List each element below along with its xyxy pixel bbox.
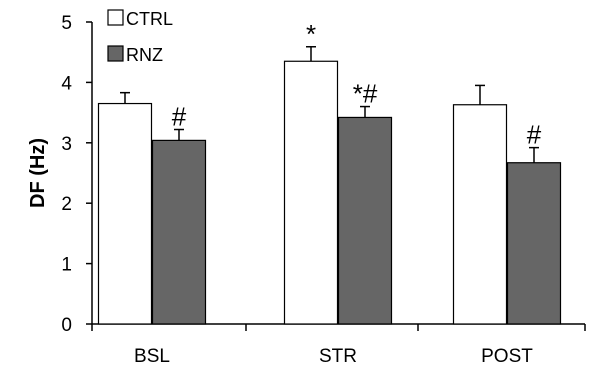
y-tick-label: 4 xyxy=(61,73,72,94)
x-tick-label: BSL xyxy=(134,346,170,367)
y-tick-label: 0 xyxy=(61,315,72,336)
bars xyxy=(97,60,562,325)
bar-rnz-bsl xyxy=(151,139,207,325)
bar-rnz-post xyxy=(506,162,562,325)
legend-swatch-ctrl xyxy=(107,9,124,26)
legend: CTRL RNZ xyxy=(107,9,173,65)
bar-ctrl-bsl xyxy=(97,102,153,325)
significance-mark: # xyxy=(527,120,542,150)
significance-mark: *# xyxy=(353,79,378,109)
y-tick-label: 2 xyxy=(61,194,72,215)
y-axis-title: DF (Hz) xyxy=(27,138,49,208)
significance-annotations: # * *# # xyxy=(172,19,542,150)
legend-label-rnz: RNZ xyxy=(126,45,163,65)
y-tick-label: 5 xyxy=(61,13,72,34)
legend-label-ctrl: CTRL xyxy=(126,9,173,29)
tick-labels: 0 1 2 3 4 5 BSL STR POST xyxy=(61,13,533,367)
significance-mark: * xyxy=(306,19,316,49)
legend-swatch-rnz xyxy=(107,45,124,62)
bar-ctrl-str xyxy=(283,60,339,325)
bar-ctrl-post xyxy=(452,104,508,325)
y-tick-label: 3 xyxy=(61,134,72,155)
bar-rnz-str xyxy=(337,116,393,325)
y-tick-label: 1 xyxy=(61,255,72,276)
significance-mark: # xyxy=(172,102,187,132)
x-tick-label: POST xyxy=(481,346,533,367)
error-bars xyxy=(120,46,539,163)
x-tick-label: STR xyxy=(319,346,357,367)
